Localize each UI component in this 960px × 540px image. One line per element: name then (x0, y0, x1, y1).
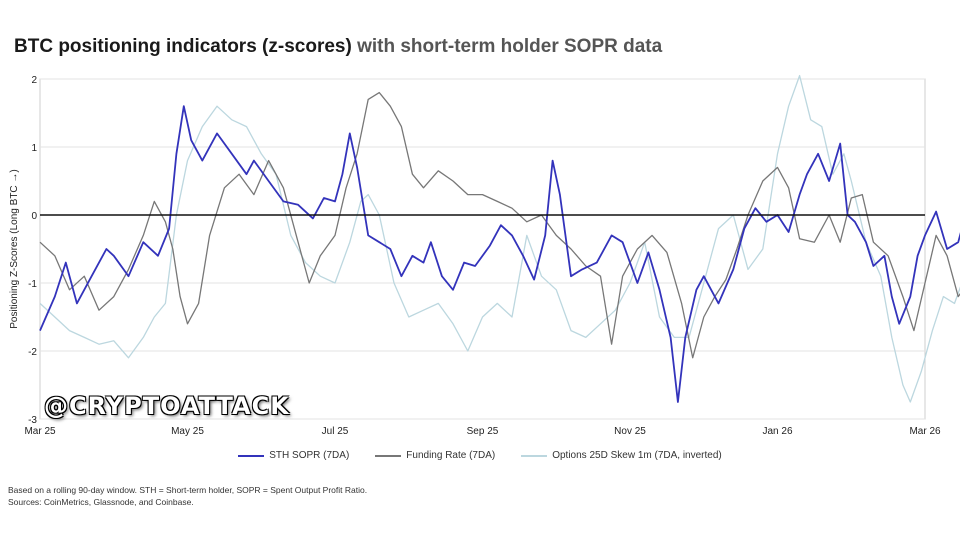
series-line (39, 105, 960, 403)
y-axis-label: Positioning Z-Scores (Long BTC →) (9, 169, 20, 329)
chart-title: BTC positioning indicators (z-scores) wi… (14, 36, 662, 58)
y-tick-label: -3 (28, 415, 37, 426)
legend-label: STH SOPR (7DA) (269, 450, 350, 461)
y-tick-label: 0 (31, 211, 37, 222)
watermark: @CRYPTOATTACK (44, 392, 290, 420)
footnote-line-1: Based on a rolling 90-day window. STH = … (8, 485, 368, 495)
chart-title-subtitle: with short-term holder SOPR data (357, 36, 663, 57)
x-tick-label: Jan 26 (762, 426, 792, 437)
legend-swatch (521, 454, 548, 457)
series-line (39, 74, 960, 403)
chart-legend: STH SOPR (7DA) Funding Rate (7DA) Options … (0, 450, 960, 461)
legend-swatch (238, 454, 265, 457)
footnote: Based on a rolling 90-day window. STH = … (8, 484, 367, 508)
legend-item: Options 25D Skew 1m (7DA, inverted) (521, 450, 722, 461)
x-tick-label: Sep 25 (467, 426, 499, 437)
legend-label: Funding Rate (7DA) (406, 450, 496, 461)
legend-item: STH SOPR (7DA) (238, 450, 349, 461)
series-line (39, 91, 960, 359)
y-tick-label: 1 (31, 143, 37, 154)
x-tick-label: Mar 26 (909, 426, 941, 437)
footnote-line-2: Sources: CoinMetrics, Glassnode, and Coi… (8, 497, 194, 507)
x-tick-label: Jul 25 (322, 426, 349, 437)
x-tick-label: Nov 25 (614, 426, 646, 437)
legend-label: Options 25D Skew 1m (7DA, inverted) (552, 450, 722, 461)
legend-item: Funding Rate (7DA) (375, 450, 495, 461)
y-tick-label: 2 (31, 75, 37, 86)
y-tick-label: -2 (28, 347, 37, 358)
x-tick-label: May 25 (171, 426, 204, 437)
legend-swatch (375, 454, 402, 457)
y-tick-label: -1 (28, 279, 37, 290)
chart-title-main: BTC positioning indicators (z-scores) (14, 36, 352, 57)
x-tick-label: Mar 25 (24, 426, 56, 437)
